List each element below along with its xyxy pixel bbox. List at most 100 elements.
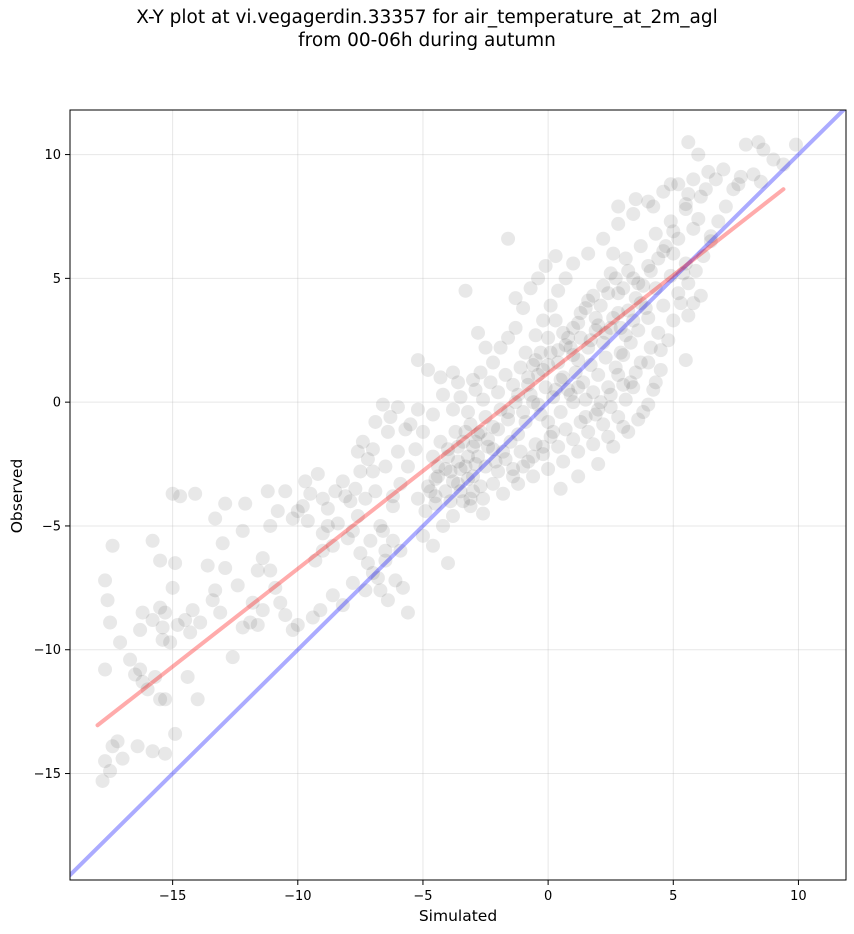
data-point [596,417,611,432]
y-tick-label: −15 [34,767,61,782]
data-point [738,137,753,152]
data-point [270,504,285,519]
data-point [496,486,511,501]
data-point [666,224,681,239]
data-point [591,318,606,333]
data-point [358,583,373,598]
data-point [633,355,648,370]
data-point [691,147,706,162]
data-point [616,419,631,434]
data-point [363,533,378,548]
data-point [533,345,548,360]
data-point [320,518,335,533]
data-point [486,419,501,434]
data-point [260,484,275,499]
data-point [618,251,633,266]
data-point [593,298,608,313]
data-point [543,345,558,360]
data-point [678,256,693,271]
data-point [273,595,288,610]
data-point [586,288,601,303]
data-point [360,556,375,571]
data-point [636,405,651,420]
data-point [130,739,145,754]
data-point [663,214,678,229]
data-point [648,226,663,241]
data-point [693,189,708,204]
data-point [338,489,353,504]
data-point [678,353,693,368]
data-points [95,135,803,788]
data-point [536,313,551,328]
data-point [626,380,641,395]
data-point [471,449,486,464]
data-point [205,593,220,608]
data-point [551,439,566,454]
data-point [583,358,598,373]
data-point [310,466,325,481]
data-point [523,281,538,296]
data-point [548,382,563,397]
data-point [568,365,583,380]
data-point [633,296,648,311]
data-point [115,751,130,766]
data-point [155,620,170,635]
data-point [753,174,768,189]
data-point [105,538,120,553]
data-point [308,553,323,568]
data-point [538,380,553,395]
data-point [368,484,383,499]
data-point [776,157,791,172]
data-point [508,395,523,410]
data-point [518,345,533,360]
data-point [153,553,168,568]
data-point [548,313,563,328]
data-point [528,437,543,452]
data-point [686,296,701,311]
data-point [385,499,400,514]
data-point [353,546,368,561]
data-point [718,199,733,214]
data-point [751,135,766,150]
data-point [443,464,458,479]
data-point [348,481,363,496]
data-point [218,496,233,511]
data-point [598,325,613,340]
data-point [263,563,278,578]
data-point [373,518,388,533]
data-point [603,400,618,415]
data-point [641,397,656,412]
data-point [606,310,621,325]
data-point [596,278,611,293]
data-point [145,533,160,548]
data-point [385,533,400,548]
data-point [463,499,478,514]
data-point [225,650,240,665]
data-point [591,457,606,472]
data-point [628,192,643,207]
data-point [701,164,716,179]
data-point [243,615,258,630]
data-point [576,375,591,390]
data-point [158,605,173,620]
data-point [553,372,568,387]
y-tick-label: 10 [44,148,61,163]
data-point [613,320,628,335]
data-point [571,380,586,395]
chart-title-line-2: from 00-06h during autumn [298,30,556,51]
data-point [646,199,661,214]
data-point [558,271,573,286]
data-point [681,187,696,202]
data-point [373,583,388,598]
data-point [531,271,546,286]
data-point [601,286,616,301]
data-point [626,271,641,286]
data-point [631,323,646,338]
data-point [200,558,215,573]
data-point [98,573,113,588]
data-point [123,652,138,667]
data-point [448,424,463,439]
data-point [698,182,713,197]
data-point [643,263,658,278]
